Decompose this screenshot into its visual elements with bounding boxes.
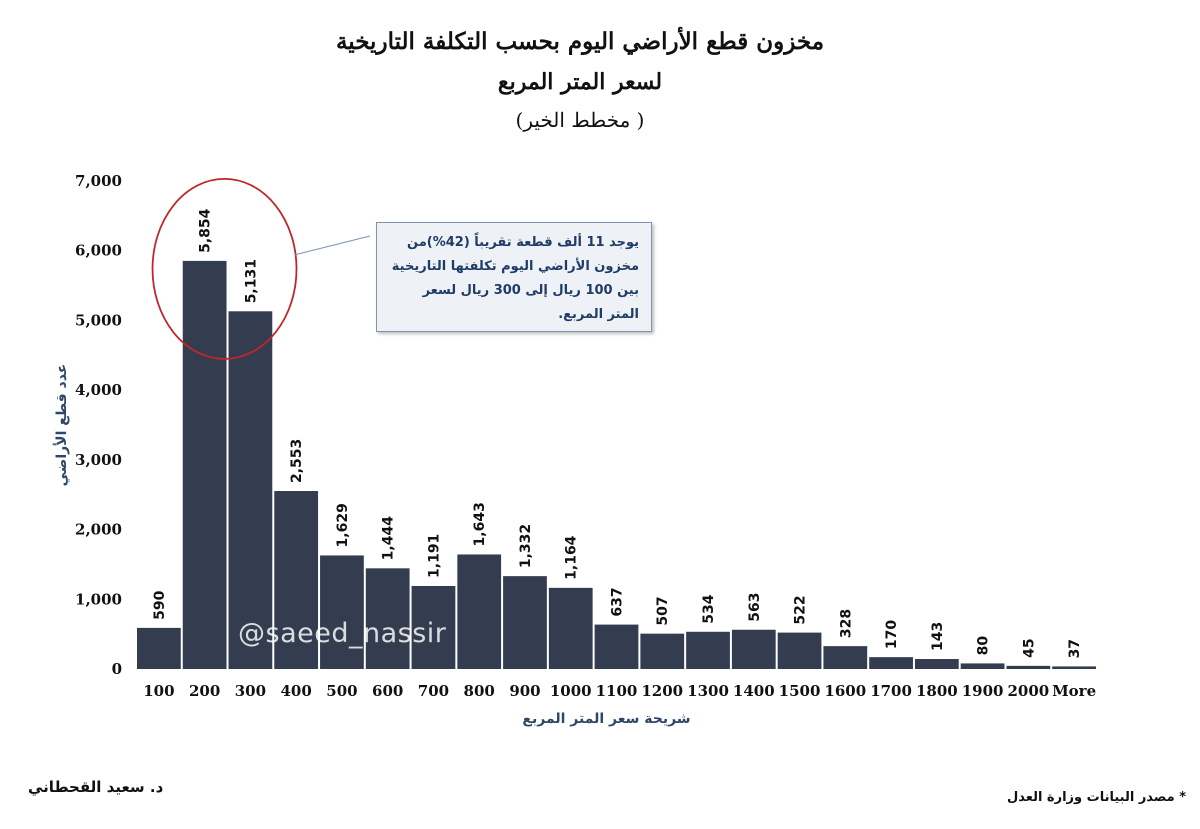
bar-value-label: 534 [701, 594, 717, 623]
x-tick-label: 200 [189, 682, 220, 700]
bar-value-label: 563 [747, 593, 763, 622]
histogram-bar [914, 659, 959, 669]
x-tick-label: 300 [235, 682, 266, 700]
x-tick-label: 900 [509, 682, 540, 700]
y-tick-label: 2,000 [75, 521, 122, 539]
bar-value-label: 1,332 [518, 524, 534, 568]
y-tick-label: 6,000 [75, 242, 122, 260]
bar-value-label: 80 [976, 636, 992, 656]
x-tick-label: 1100 [596, 682, 638, 700]
bar-value-label: 143 [930, 622, 946, 651]
watermark-handle: @saeed_nassir [238, 618, 447, 649]
annotation-line-1: يوجد 11 ألف قطعة تقريباً (42%)من [407, 235, 639, 250]
histogram-bar [365, 568, 410, 669]
histogram-bar [1006, 665, 1051, 669]
x-tick-label: 700 [418, 682, 449, 700]
y-tick-label: 7,000 [75, 172, 122, 190]
annotation-line-2: مخزون الأراضي اليوم تكلفتها التاريخية [391, 259, 639, 274]
bar-value-label: 37 [1067, 639, 1083, 658]
bar-value-label: 1,629 [335, 503, 351, 547]
histogram-bar [411, 585, 456, 669]
callout-leader-line [294, 235, 371, 256]
x-tick-label: 500 [326, 682, 357, 700]
histogram-bar [228, 311, 273, 669]
bar-value-label: 2,553 [289, 439, 305, 483]
bar-value-label: 5,854 [198, 208, 214, 253]
x-tick-label: 1800 [916, 682, 958, 700]
y-tick-label: 0 [112, 660, 122, 678]
x-tick-label: More [1052, 682, 1096, 700]
histogram-bar [137, 627, 181, 669]
bar-value-label: 45 [1021, 638, 1037, 657]
chart-subtitle: لسعر المتر المربع [497, 69, 663, 95]
histogram-bar [503, 576, 547, 669]
x-tick-label: 2000 [1007, 682, 1049, 700]
histogram-bar [594, 624, 639, 669]
histogram-bar [960, 663, 1005, 669]
x-tick-label: 1700 [870, 682, 912, 700]
y-tick-label: 1,000 [75, 590, 122, 608]
bar-value-label: 1,643 [472, 502, 488, 546]
histogram-bar [777, 632, 822, 669]
bar-value-label: 5,131 [243, 259, 259, 303]
histogram-bar [686, 631, 730, 669]
chart-subtitle-2: (مخطط الخير ) [515, 108, 645, 132]
x-tick-label: 100 [143, 682, 174, 700]
x-axis-title: شريحة سعر المتر المربع [522, 711, 690, 727]
bar-value-label: 1,444 [381, 516, 397, 561]
y-tick-label: 3,000 [75, 451, 122, 469]
x-tick-label: 1600 [824, 682, 866, 700]
histogram-bar [1052, 666, 1096, 669]
histogram-bar [823, 646, 868, 669]
chart-title: مخزون قطع الأراضي اليوم بحسب التكلفة الت… [335, 28, 825, 55]
histogram-bar [731, 629, 776, 669]
x-tick-label: 1300 [687, 682, 729, 700]
highlight-ellipse [151, 177, 298, 360]
x-tick-label: 1900 [962, 682, 1004, 700]
bar-value-label: 522 [793, 595, 809, 624]
bar-value-label: 507 [655, 596, 671, 625]
bar-value-label: 328 [838, 609, 854, 638]
y-tick-label: 4,000 [75, 381, 122, 399]
x-tick-label: 1000 [550, 682, 592, 700]
x-tick-label: 1500 [779, 682, 821, 700]
histogram-bar [640, 633, 685, 669]
bar-value-label: 1,191 [426, 534, 442, 578]
histogram-bar [457, 554, 502, 669]
x-tick-label: 800 [464, 682, 495, 700]
data-source-note: * مصدر البيانات وزارة العدل [1006, 790, 1186, 805]
bar-value-label: 170 [884, 620, 900, 649]
annotation-line-3: بين 100 ريال إلى 300 ريال لسعر المتر الم… [422, 283, 639, 322]
bar-value-label: 590 [152, 590, 168, 619]
y-tick-label: 5,000 [75, 311, 122, 329]
title-block: مخزون قطع الأراضي اليوم بحسب التكلفة الت… [0, 22, 1160, 138]
histogram-bar [182, 260, 227, 669]
bar-value-label: 637 [610, 587, 626, 616]
annotation-callout: يوجد 11 ألف قطعة تقريباً (42%)من مخزون ا… [376, 222, 652, 332]
x-tick-label: 400 [281, 682, 312, 700]
x-tick-label: 1200 [641, 682, 683, 700]
histogram-bar [274, 491, 319, 669]
x-tick-label: 1400 [733, 682, 775, 700]
histogram-bar [869, 657, 913, 669]
histogram-bar [548, 587, 593, 669]
x-tick-label: 600 [372, 682, 403, 700]
histogram-bar [320, 555, 364, 669]
bar-value-label: 1,164 [564, 535, 580, 580]
author-credit: د. سعيد القحطاني [28, 778, 164, 796]
y-axis-title: عدد قطع الأراضي [53, 364, 70, 487]
